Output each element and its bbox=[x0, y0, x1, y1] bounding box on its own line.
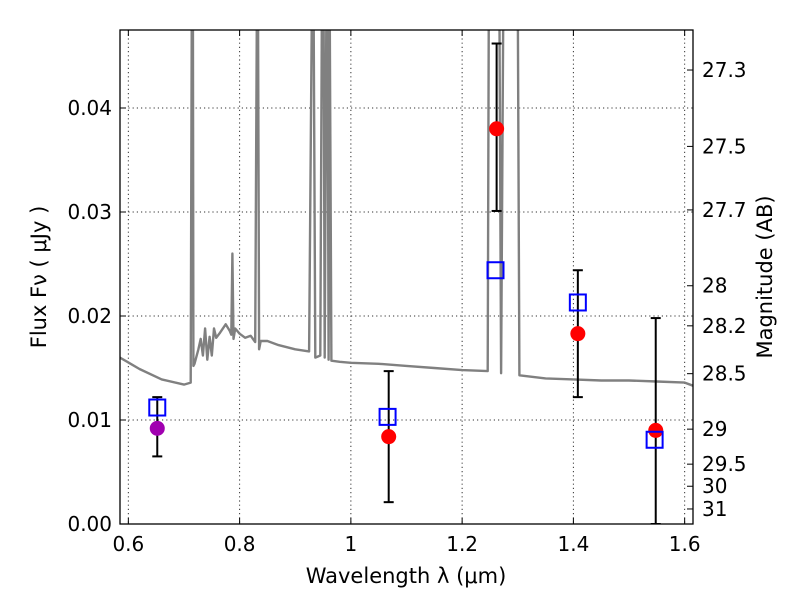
x-tick-label: 1 bbox=[345, 532, 358, 556]
model-point bbox=[486, 261, 505, 280]
x-tick-label: 0.8 bbox=[224, 532, 256, 556]
model-point bbox=[378, 407, 397, 426]
mag-tick-label: 28 bbox=[702, 274, 727, 298]
x-axis-label: Wavelength λ (μm) bbox=[306, 564, 507, 588]
mag-tick-label: 29.5 bbox=[702, 452, 747, 476]
y-tick-label: 0.03 bbox=[67, 200, 112, 224]
model-point bbox=[645, 430, 664, 449]
mag-tick-label: 28.2 bbox=[702, 314, 747, 338]
model-point bbox=[148, 398, 167, 417]
mag-tick-label: 27.3 bbox=[702, 58, 747, 82]
y-tick-label: 0.02 bbox=[67, 304, 112, 328]
y-tick-label: 0.00 bbox=[67, 512, 112, 536]
mag-tick-label: 27.5 bbox=[702, 134, 747, 158]
mag-tick-label: 30 bbox=[702, 474, 727, 498]
mag-tick-label: 27.7 bbox=[702, 198, 747, 222]
x-tick-label: 1.4 bbox=[557, 532, 589, 556]
series-layer bbox=[120, 30, 693, 524]
observed-point bbox=[381, 429, 397, 445]
mag-tick-label: 28.5 bbox=[702, 362, 747, 386]
axis-ticks: 0.6 0.8 1 1.2 1.4 1.6 0.00 0.01 0.02 0.03 0.04 27.3… bbox=[67, 30, 747, 556]
observed-point bbox=[489, 121, 505, 137]
mag-tick-label: 31 bbox=[702, 497, 727, 521]
y2-axis-label: Magnitude (AB) bbox=[753, 195, 777, 358]
x-tick-label: 1.6 bbox=[669, 532, 701, 556]
x-tick-label: 0.6 bbox=[112, 532, 144, 556]
observed-point bbox=[570, 326, 586, 342]
observed-point bbox=[149, 420, 165, 436]
x-tick-label: 1.2 bbox=[446, 532, 478, 556]
plot-area bbox=[120, 30, 693, 524]
y-axis-label: Flux Fν ( μJy ) bbox=[27, 206, 51, 349]
y-tick-label: 0.01 bbox=[67, 408, 112, 432]
model-point bbox=[568, 293, 587, 312]
observed-point bbox=[648, 422, 664, 438]
model-sed-line bbox=[120, 30, 693, 387]
plot-frame bbox=[119, 29, 694, 525]
y-tick-label: 0.04 bbox=[67, 96, 112, 120]
mag-tick-label: 29 bbox=[702, 417, 727, 441]
